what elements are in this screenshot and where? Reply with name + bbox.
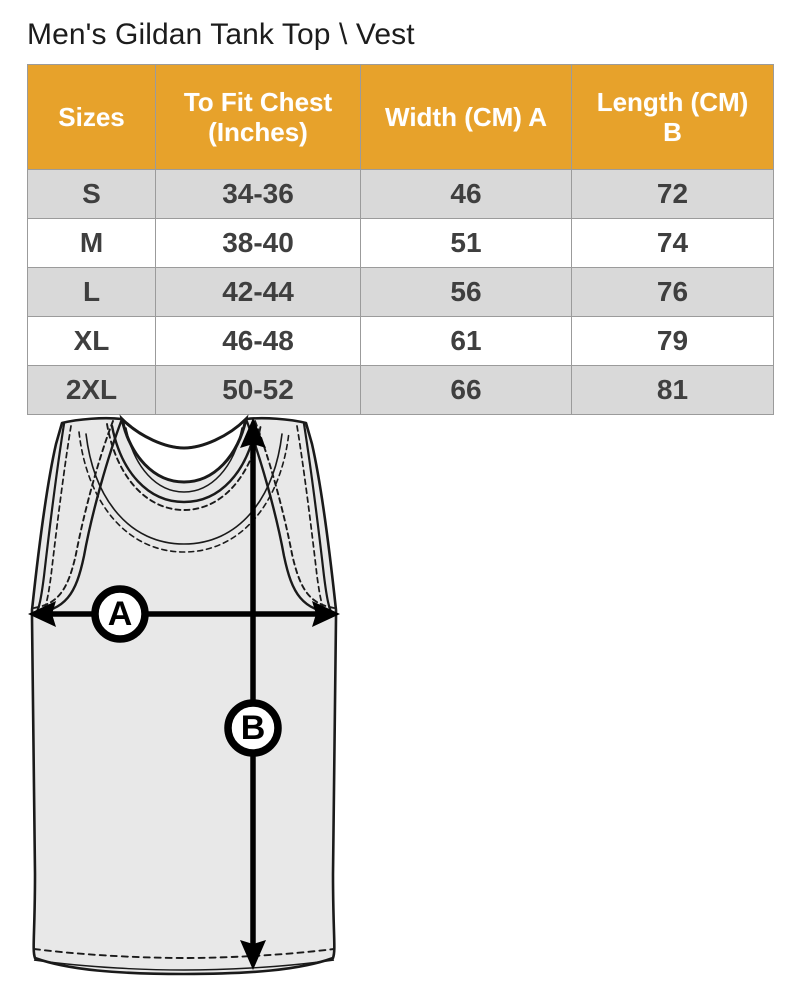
left-strap-seam-stitch (42, 425, 72, 613)
cell-length: 79 (571, 316, 774, 366)
arrow-head-up-icon (240, 418, 266, 448)
right-strap-seam (302, 422, 334, 616)
cell-width: 46 (360, 169, 572, 219)
cell-chest: 34-36 (155, 169, 361, 219)
cell-chest: 42-44 (155, 267, 361, 317)
header-line: B (663, 117, 682, 147)
cell-size: M (27, 218, 156, 268)
tank-top-outline (30, 414, 338, 976)
marker-b-label: B (241, 709, 266, 747)
table-row: XL 46-48 61 79 (27, 316, 774, 366)
cell-chest: 38-40 (155, 218, 361, 268)
cell-size: XL (27, 316, 156, 366)
left-armhole-edge (30, 417, 124, 616)
right-armhole-edge (244, 417, 338, 616)
inner-body-curve-stitch (78, 431, 290, 553)
marker-b-badge (224, 699, 282, 757)
right-armhole-stitch (254, 420, 335, 609)
neck-rib-stitch (106, 423, 262, 511)
header-line: (Inches) (208, 117, 308, 147)
marker-a-badge (91, 585, 149, 643)
column-header-length: Length (CM) B (571, 64, 774, 170)
neck-rib-band (110, 424, 258, 504)
header-line: Width (CM) A (385, 102, 547, 132)
cell-width: 66 (360, 365, 572, 415)
table-row: L 42-44 56 76 (27, 267, 774, 317)
bottom-hem-edge (33, 959, 335, 971)
table-row: M 38-40 51 74 (27, 218, 774, 268)
arrow-head-down-icon (240, 940, 266, 970)
column-header-width: Width (CM) A (360, 64, 572, 170)
bottom-hem-stitch (33, 948, 335, 959)
back-neckline-ghost (125, 427, 243, 493)
neckline-opening (119, 414, 249, 484)
header-line: Sizes (58, 102, 125, 132)
arrow-head-left-icon (28, 601, 56, 627)
table-body: S 34-36 46 72 M 38-40 51 74 L 42-44 56 7… (27, 169, 774, 415)
size-chart-table: Sizes To Fit Chest (Inches) Width (CM) A… (27, 64, 774, 415)
header-line: Length (CM) (596, 87, 749, 117)
cell-size: L (27, 267, 156, 317)
cell-width: 61 (360, 316, 572, 366)
cell-chest: 50-52 (155, 365, 361, 415)
cell-size: 2XL (27, 365, 156, 415)
measurement-marker-a: A (28, 585, 340, 643)
table-row: S 34-36 46 72 (27, 169, 774, 219)
column-header-chest: To Fit Chest (Inches) (155, 64, 361, 170)
cell-length: 81 (571, 365, 774, 415)
page-title: Men's Gildan Tank Top \ Vest (27, 18, 415, 51)
right-strap-seam-stitch (296, 425, 326, 613)
left-armhole-stitch (33, 420, 114, 609)
garment-illustration: A B (0, 404, 800, 985)
cell-length: 76 (571, 267, 774, 317)
measurement-marker-b: B (224, 418, 282, 970)
left-strap-seam (34, 422, 66, 616)
inner-body-curve (85, 433, 283, 545)
column-header-sizes: Sizes (27, 64, 156, 170)
table-row: 2XL 50-52 66 81 (27, 365, 774, 415)
cell-width: 56 (360, 267, 572, 317)
cell-chest: 46-48 (155, 316, 361, 366)
marker-a-label: A (108, 595, 133, 633)
arrow-head-right-icon (312, 601, 340, 627)
cell-size: S (27, 169, 156, 219)
cell-length: 72 (571, 169, 774, 219)
cell-width: 51 (360, 218, 572, 268)
cell-length: 74 (571, 218, 774, 268)
table-header-row: Sizes To Fit Chest (Inches) Width (CM) A… (27, 64, 774, 170)
header-line: To Fit Chest (183, 87, 333, 117)
